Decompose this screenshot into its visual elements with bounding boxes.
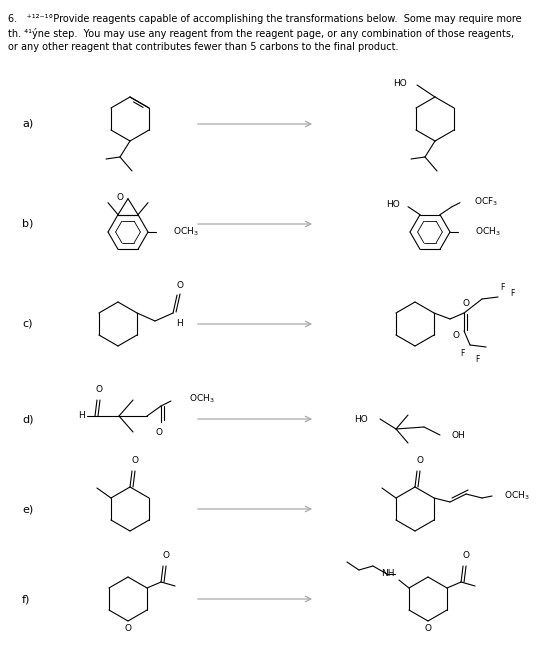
Text: O: O — [162, 551, 170, 560]
Text: th. ⁴¹ýne step.  You may use any reagent from the reagent page, or any combinati: th. ⁴¹ýne step. You may use any reagent … — [8, 28, 514, 39]
Text: OCH$_3$: OCH$_3$ — [173, 226, 199, 238]
Text: O: O — [96, 385, 102, 394]
Text: O: O — [424, 624, 432, 633]
Text: F: F — [475, 355, 479, 363]
Text: F: F — [500, 282, 505, 291]
Text: OCH$_3$: OCH$_3$ — [504, 490, 530, 502]
Text: or any other reagent that contributes fewer than 5 carbons to the final product.: or any other reagent that contributes fe… — [8, 42, 399, 52]
Text: a): a) — [22, 119, 33, 129]
Text: HO: HO — [393, 78, 407, 88]
Text: f): f) — [22, 594, 30, 604]
Text: NH: NH — [381, 570, 395, 578]
Text: H: H — [176, 319, 183, 327]
Text: O: O — [132, 456, 138, 465]
Text: O: O — [463, 551, 469, 560]
Text: O: O — [463, 299, 469, 308]
Text: O: O — [156, 428, 162, 437]
Text: F: F — [510, 288, 515, 297]
Text: H: H — [78, 412, 85, 420]
Text: OCH$_3$: OCH$_3$ — [189, 392, 214, 405]
Text: OH: OH — [452, 430, 466, 440]
Text: HO: HO — [386, 200, 400, 209]
Text: F: F — [461, 349, 465, 357]
Text: 6.   ⁺¹²⁻¹°Provide reagents capable of accomplishing the transformations below. : 6. ⁺¹²⁻¹°Provide reagents capable of acc… — [8, 14, 521, 24]
Text: O: O — [176, 281, 184, 290]
Text: OCH$_3$: OCH$_3$ — [475, 226, 501, 238]
Text: O: O — [124, 624, 132, 633]
Text: d): d) — [22, 414, 34, 424]
Text: O: O — [417, 456, 423, 465]
Text: c): c) — [22, 319, 32, 329]
Text: e): e) — [22, 504, 33, 514]
Text: b): b) — [22, 219, 34, 229]
Text: OCF$_3$: OCF$_3$ — [474, 195, 498, 208]
Text: O: O — [452, 331, 459, 341]
Text: HO: HO — [354, 414, 368, 424]
Text: O: O — [116, 193, 124, 202]
